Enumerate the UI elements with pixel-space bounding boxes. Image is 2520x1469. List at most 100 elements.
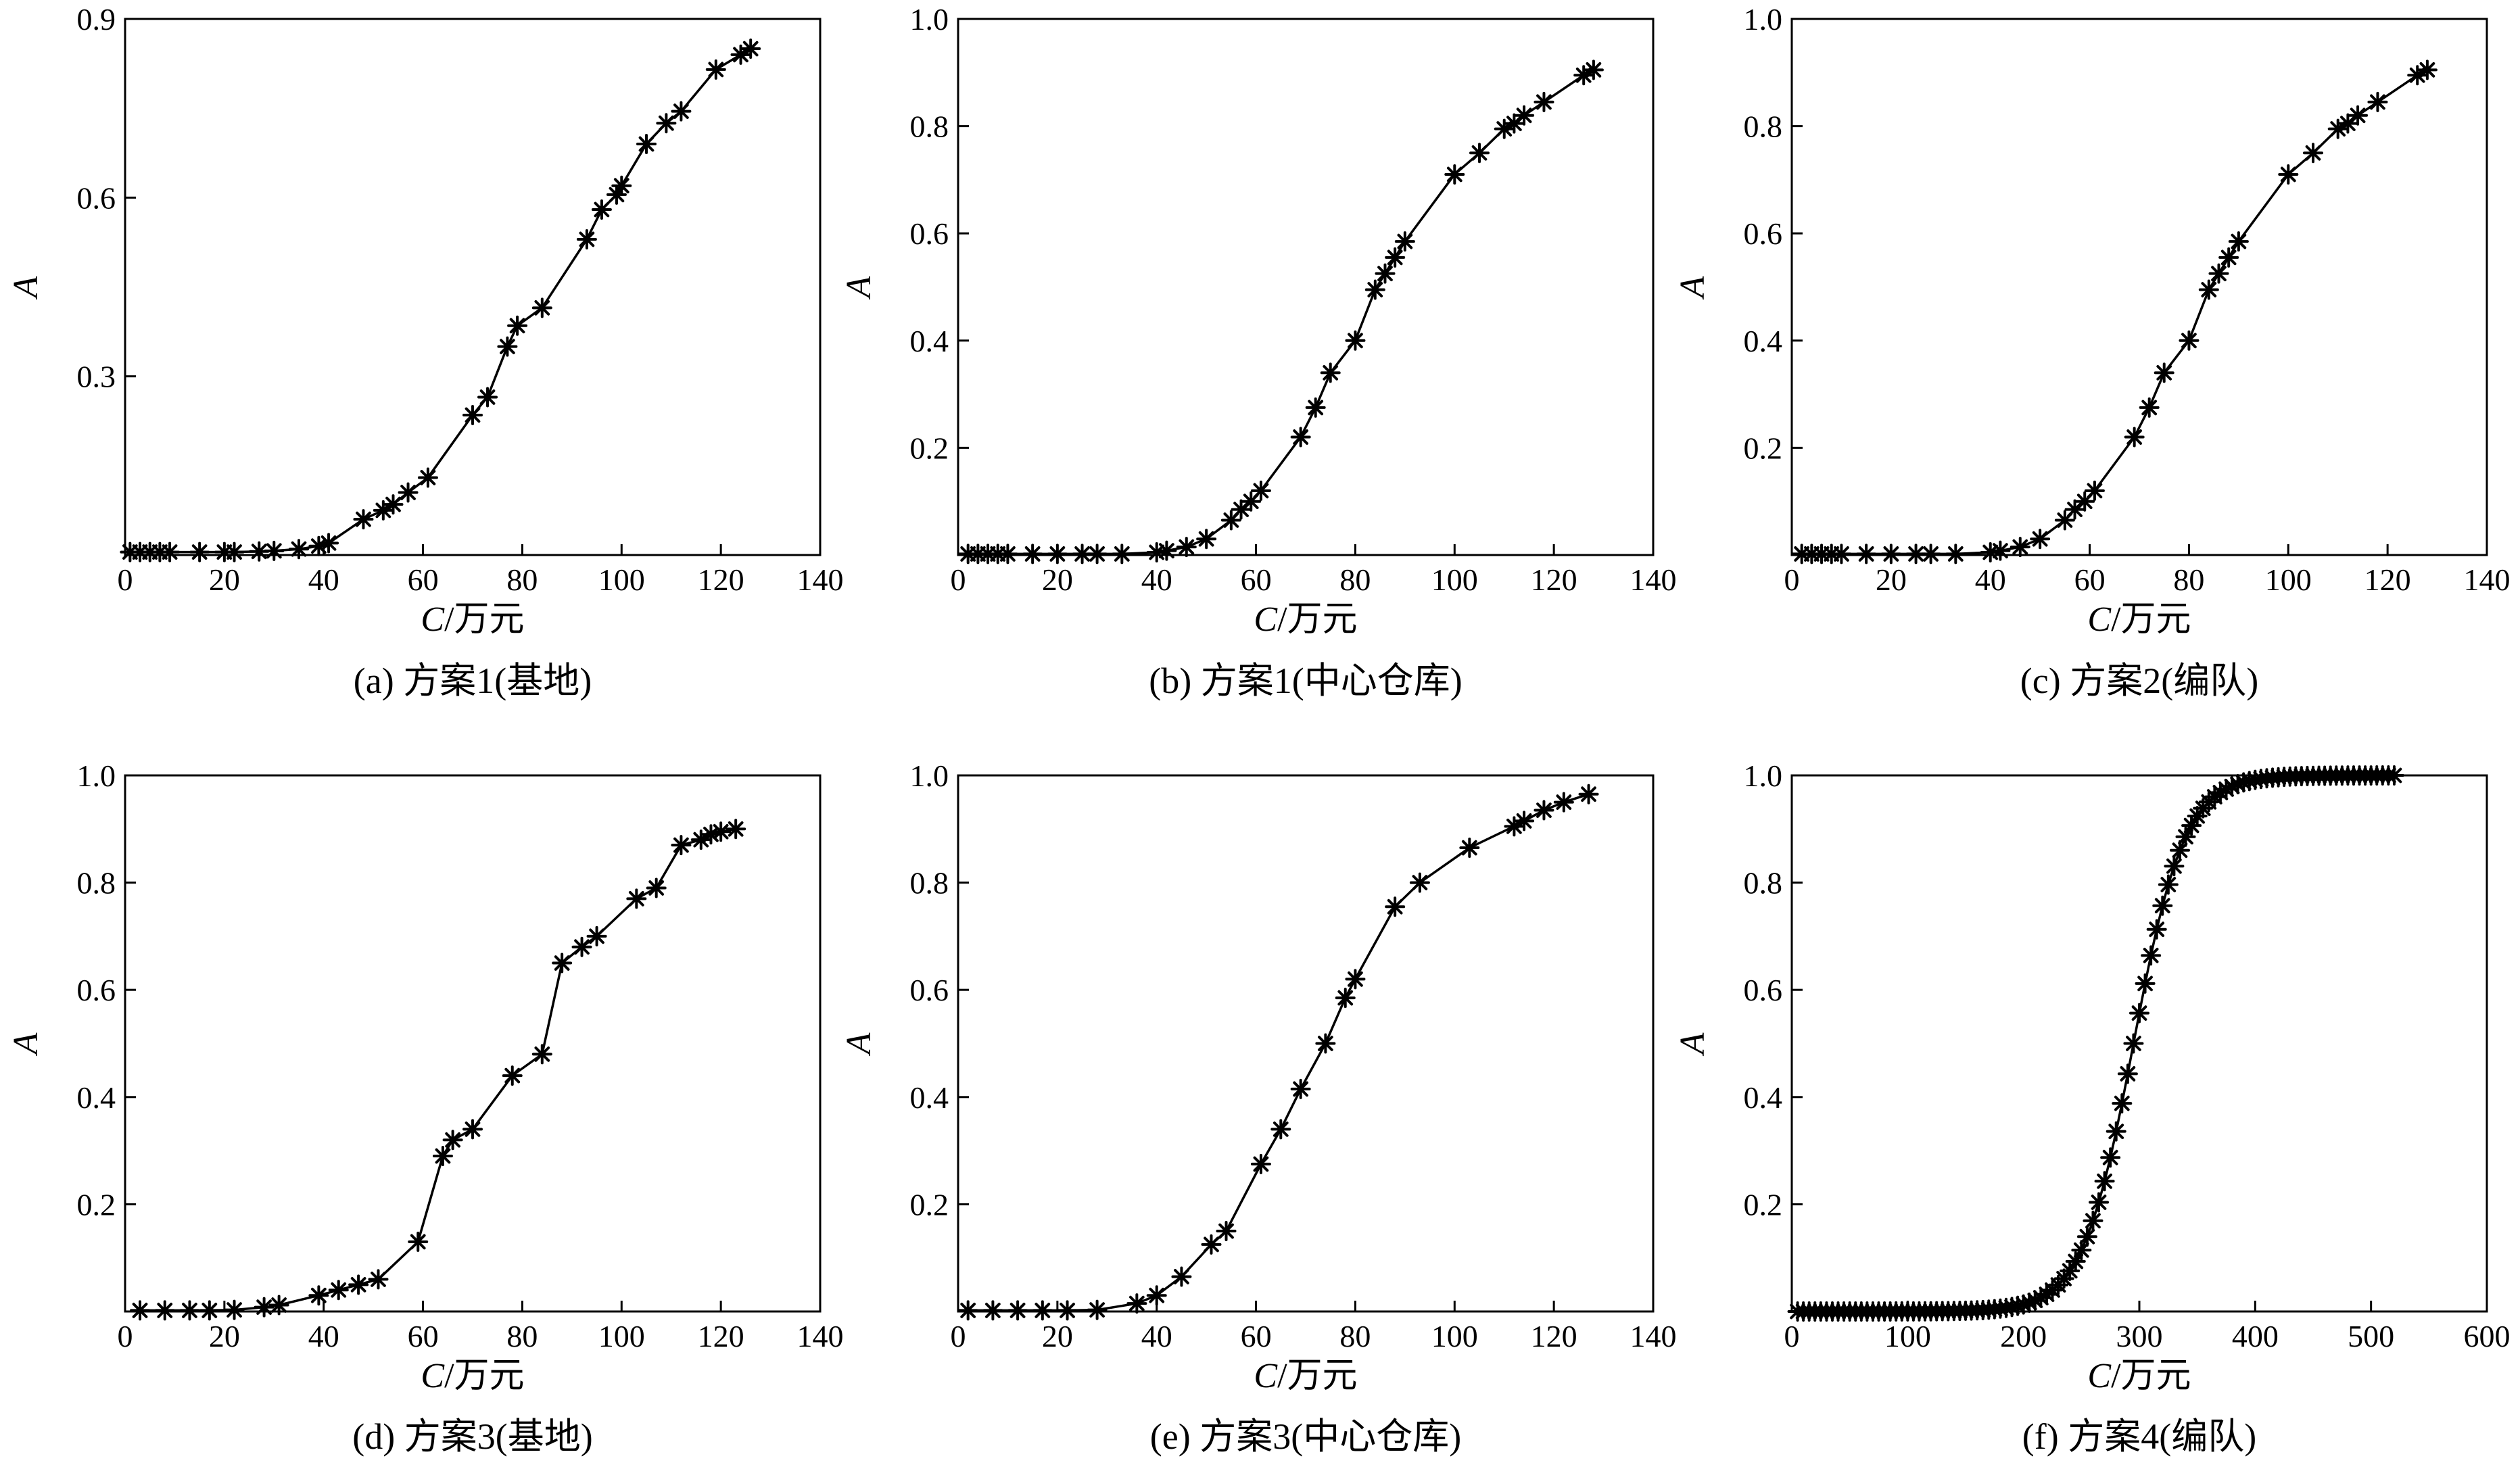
- x-tick-label: 80: [1339, 1319, 1371, 1353]
- data-point: [2146, 919, 2167, 940]
- data-point: [130, 1300, 151, 1321]
- y-tick-label: 0.8: [1744, 110, 1783, 144]
- chart-c: 0 20 40 60 80 100 120 140 0.2 0.4 0.6 0.8 1.0 A C/万元 (c…: [1673, 2, 2511, 701]
- y-axis-label: A: [1673, 276, 1712, 299]
- y-tick-label: 0.2: [1744, 431, 1783, 465]
- data-point: [2228, 231, 2249, 252]
- data-point: [1553, 792, 1574, 813]
- data-point: [1290, 427, 1311, 448]
- data-point: [328, 1280, 349, 1301]
- chart-e: 0 20 40 60 80 100 120 140 0.2 0.4 0.6 0.8 1.0 A C/万元 (e…: [840, 758, 1677, 1457]
- x-tick-label: 20: [209, 562, 240, 597]
- y-tick-label: 0.8: [910, 866, 949, 900]
- data-point: [1201, 1234, 1222, 1255]
- data-point: [2179, 330, 2200, 351]
- y-axis-label: A: [7, 276, 45, 299]
- data-point: [2065, 1251, 2086, 1272]
- data-point: [2030, 529, 2051, 550]
- x-tick-label: 100: [1431, 1319, 1478, 1353]
- chart-d: 0 20 40 60 80 100 120 140 0.2 0.4 0.6 0.8 1.0 A C/万元 (d…: [7, 758, 844, 1457]
- plot-frame: [124, 18, 822, 556]
- x-tick-label: 200: [2000, 1319, 2047, 1353]
- data-point: [160, 541, 181, 562]
- data-point: [957, 1300, 978, 1321]
- series-markers: [957, 784, 1599, 1321]
- data-point: [997, 544, 1018, 564]
- x-tick-label: 0: [1784, 1319, 1800, 1353]
- y-tick-label: 0.6: [77, 973, 116, 1007]
- y-tick-label: 0.9: [77, 2, 116, 37]
- data-point: [318, 533, 339, 554]
- series-line: [968, 793, 1590, 1312]
- data-point: [417, 467, 438, 488]
- data-point: [308, 1285, 329, 1306]
- x-axis-unit: /万元: [444, 1357, 524, 1395]
- x-tick-label: 100: [1431, 562, 1478, 597]
- x-tick-label: 40: [1141, 562, 1172, 597]
- data-point: [2278, 164, 2299, 185]
- x-tick-label: 100: [1884, 1319, 1931, 1353]
- data-point: [1057, 1300, 1078, 1321]
- data-point: [1216, 1221, 1237, 1242]
- y-tick-label: 0.4: [77, 1080, 116, 1115]
- data-point: [1375, 263, 1396, 284]
- y-tick-label: 0.4: [910, 1080, 949, 1115]
- x-axis-unit: /万元: [1277, 1357, 1357, 1395]
- data-point: [1250, 1153, 1271, 1174]
- x-axis-variable: C: [1254, 1357, 1278, 1395]
- data-point: [726, 819, 746, 840]
- chart-caption: (b) 方案1(中心仓库): [1149, 660, 1462, 701]
- y-tick-label: 0.8: [910, 110, 949, 144]
- x-tick-label: 140: [1630, 562, 1677, 597]
- x-axis-unit: /万元: [2111, 600, 2191, 639]
- data-point: [636, 134, 657, 155]
- data-point: [2106, 1121, 2126, 1142]
- data-point: [2010, 537, 2030, 558]
- data-point: [1320, 362, 1341, 383]
- x-tick-label: 60: [2074, 562, 2106, 597]
- x-axis-variable: C: [2087, 600, 2112, 639]
- data-point: [2084, 480, 2105, 501]
- data-point: [1176, 537, 1197, 558]
- y-tick-label: 0.2: [910, 1187, 949, 1222]
- x-tick-label: 0: [118, 1319, 133, 1353]
- data-point: [268, 1295, 289, 1316]
- y-tick-label: 1.0: [77, 758, 116, 793]
- series-line: [968, 68, 1594, 556]
- data-point: [383, 494, 404, 515]
- series-markers: [1791, 59, 2438, 564]
- data-point: [1583, 59, 1604, 80]
- data-point: [2083, 1210, 2103, 1231]
- chart-a: 0 20 40 60 80 100 120 140 0.3 0.6 0.9 A C/万元 (a) 方案1(…: [7, 2, 844, 701]
- series-markers: [120, 39, 761, 562]
- x-tick-label: 20: [1876, 562, 1907, 597]
- data-point: [1250, 480, 1271, 501]
- y-tick-label: 1.0: [910, 2, 949, 37]
- x-axis-variable: C: [421, 600, 445, 639]
- series-markers: [1787, 765, 2404, 1322]
- y-tick-label: 0.4: [1744, 1080, 1783, 1115]
- y-axis-label: A: [840, 276, 878, 299]
- data-point: [1831, 544, 1852, 564]
- data-point: [611, 175, 632, 196]
- data-point: [462, 1119, 483, 1140]
- x-axis-unit: /万元: [1277, 600, 1357, 639]
- data-point: [2053, 1268, 2074, 1289]
- data-point: [1087, 544, 1108, 564]
- data-point: [1231, 499, 1252, 520]
- data-point: [1112, 544, 1133, 564]
- y-tick-label: 0.6: [910, 973, 949, 1007]
- data-point: [2141, 945, 2162, 966]
- chart-b: 0 20 40 60 80 100 120 140 0.2 0.4 0.6 0.8 1.0 A C/万元 (b…: [840, 2, 1677, 701]
- data-point: [2112, 1093, 2133, 1114]
- x-tick-label: 140: [1630, 1319, 1677, 1353]
- plot-frame: [957, 774, 1655, 1313]
- data-point: [398, 482, 419, 503]
- y-tick-label: 0.6: [77, 180, 116, 215]
- y-tick-label: 0.4: [1744, 324, 1783, 358]
- y-tick-label: 0.2: [1744, 1187, 1783, 1222]
- data-point: [1856, 544, 1877, 564]
- x-axis-unit: /万元: [2111, 1357, 2191, 1395]
- data-point: [2348, 105, 2369, 126]
- x-tick-label: 60: [408, 1319, 439, 1353]
